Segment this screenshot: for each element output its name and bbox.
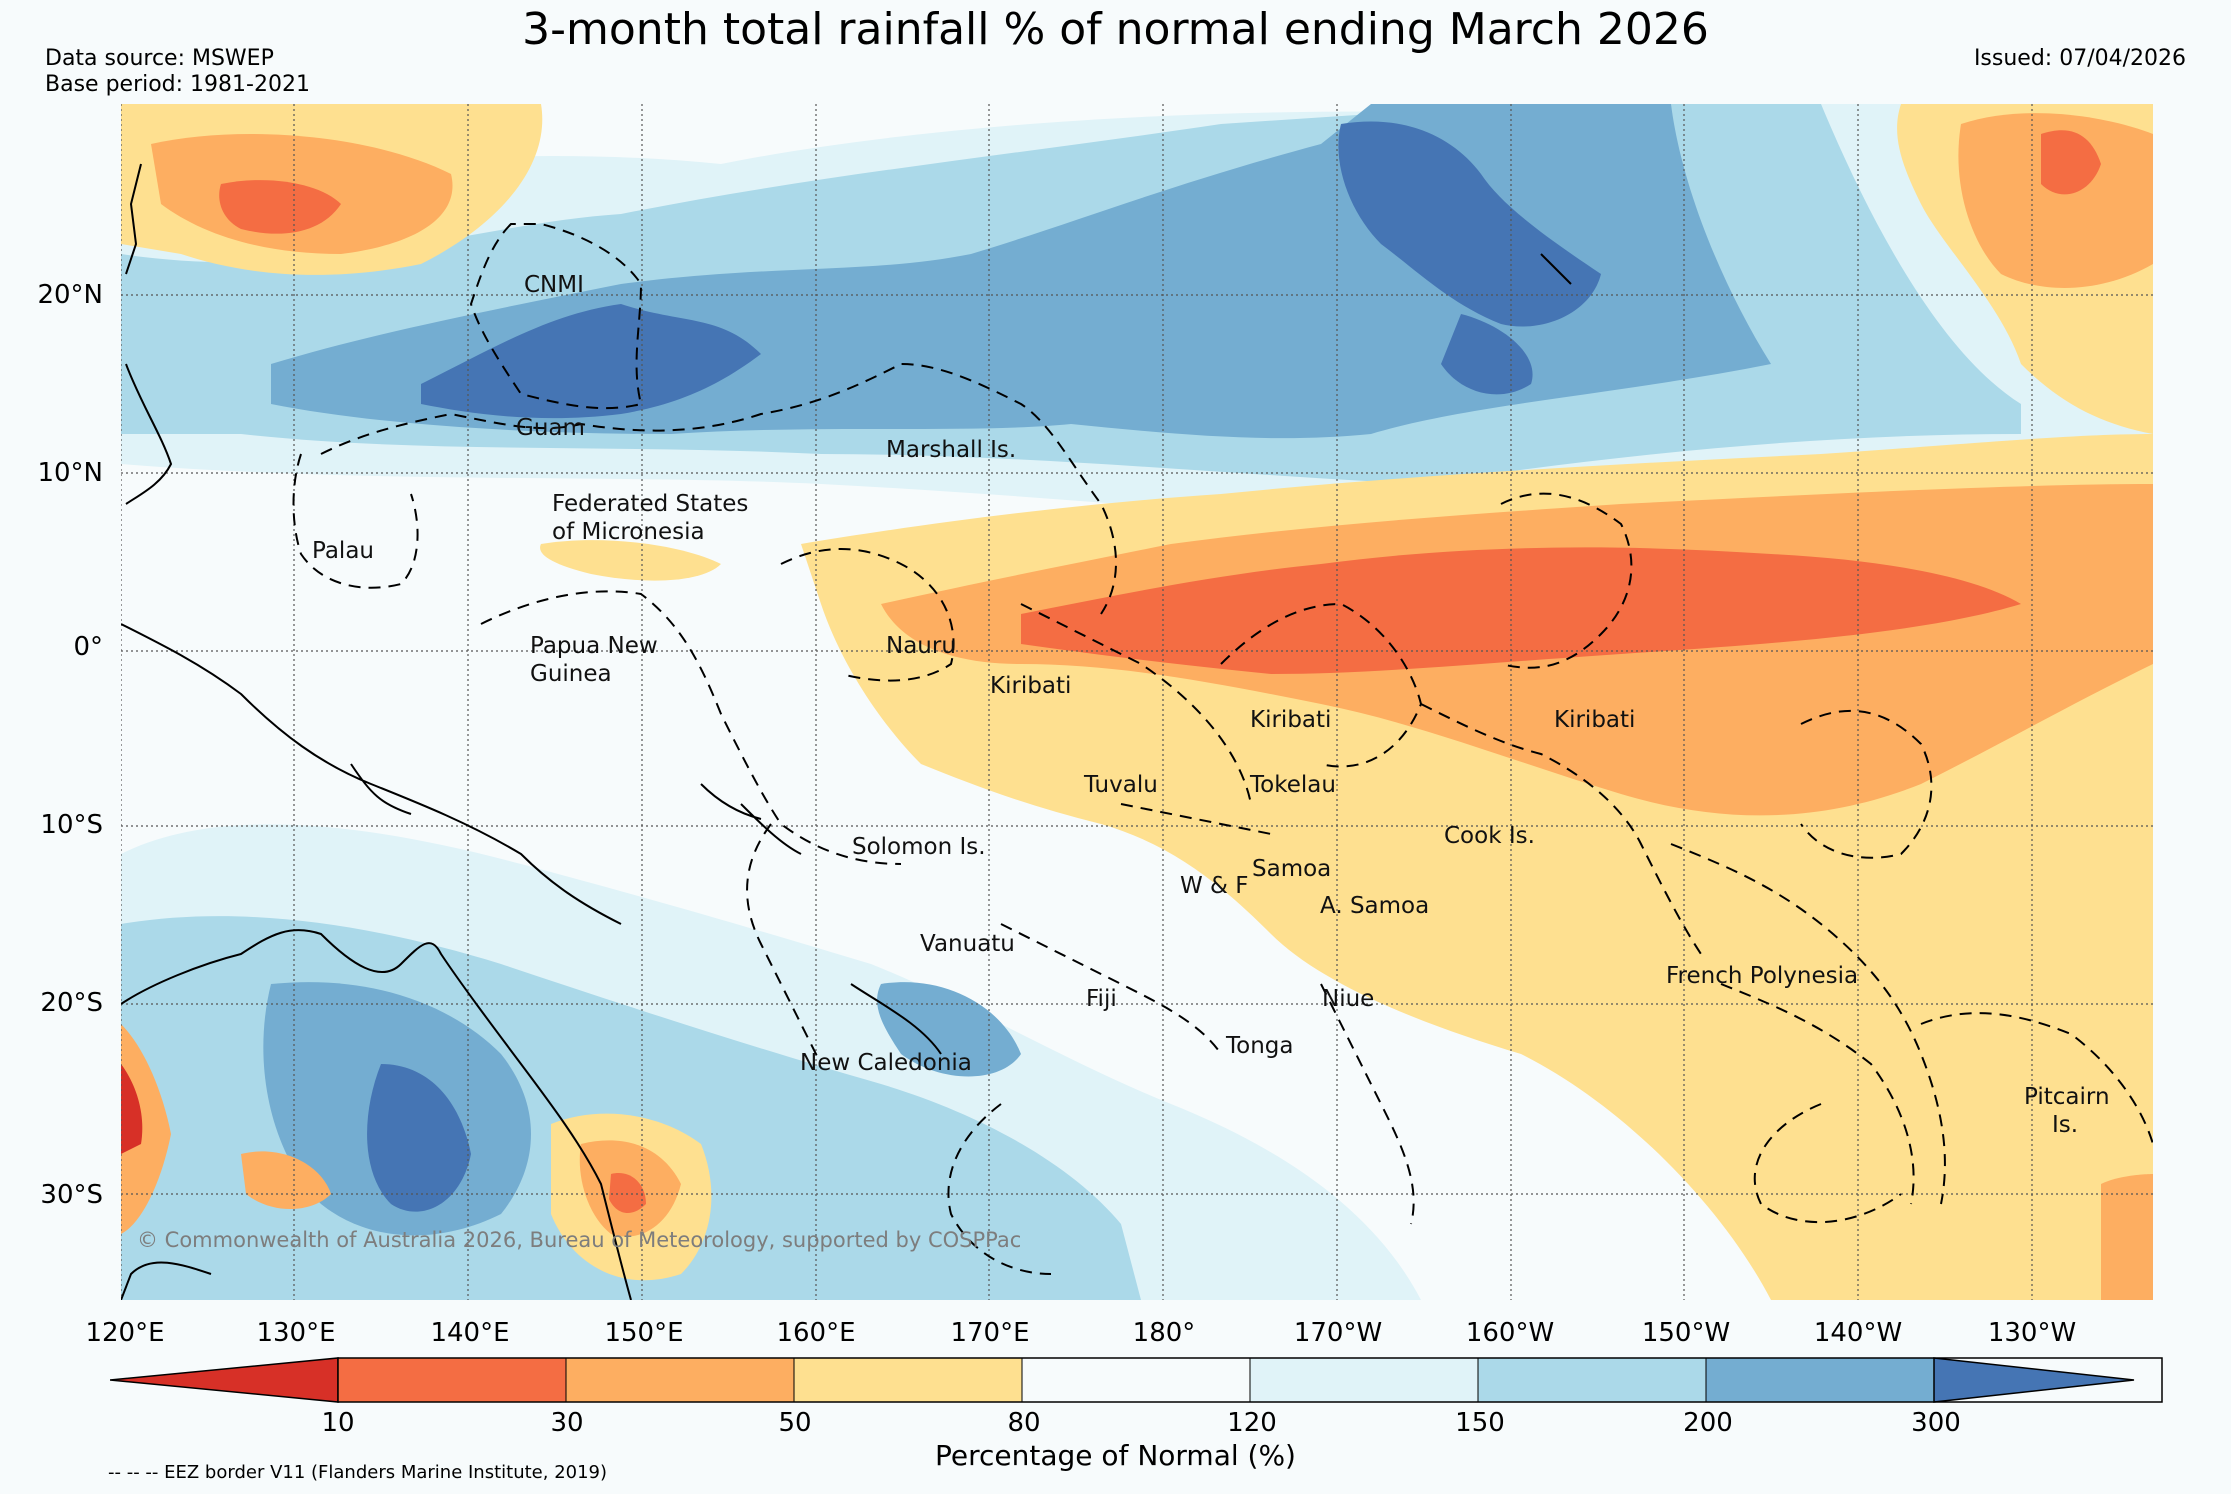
colorbar-tick-200: 200	[1683, 1408, 1733, 1438]
region-label-pitcairn-1: Pitcairn	[2024, 1084, 2110, 1110]
region-label-french-polynesia: French Polynesia	[1666, 963, 1859, 989]
colorbar-segment-6	[1477, 1357, 1707, 1403]
map-title: 3-month total rainfall % of normal endin…	[522, 4, 1709, 55]
colorbar-tick-120: 120	[1227, 1408, 1277, 1438]
rain-anomaly-nw-red	[219, 180, 341, 234]
colorbar-tick-150: 150	[1455, 1408, 1505, 1438]
region-label-asamoa: A. Samoa	[1320, 893, 1430, 919]
colorbar-tick-300: 300	[1911, 1408, 1961, 1438]
copyright-notice: © Commonwealth of Australia 2026, Bureau…	[137, 1228, 1022, 1252]
colorbar-tick-50: 50	[778, 1408, 812, 1438]
colorbar-segment-7	[1705, 1357, 1935, 1403]
lon-label-160w: 160°W	[1465, 1318, 1555, 1348]
region-label-new-caledonia: New Caledonia	[800, 1050, 972, 1076]
lat-label-10n: 10°N	[37, 458, 103, 488]
rain-anomaly-south-dark-blue	[367, 1064, 471, 1212]
region-label-vanuatu: Vanuatu	[920, 931, 1015, 957]
lat-label-20s: 20°S	[40, 988, 103, 1018]
region-label-kiribati-west: Kiribati	[990, 673, 1072, 699]
region-label-png-1: Papua New	[530, 633, 658, 659]
coastlines	[121, 163, 1572, 1300]
rain-anomaly-australia-south-orange	[241, 1151, 331, 1209]
rain-anomaly-north-dark-blue-core2	[1338, 121, 1601, 327]
colorbar-tick-30: 30	[550, 1408, 584, 1438]
rain-anomaly-north-dark-blue-core3	[1441, 314, 1533, 395]
lon-label-140e: 140°E	[430, 1318, 510, 1348]
source-info: Data source: MSWEP Base period: 1981-202…	[45, 46, 310, 98]
rainfall-map: © Commonwealth of Australia 2026, Bureau…	[121, 104, 2153, 1300]
colorbar-segment-5	[1249, 1357, 1479, 1403]
rain-anomaly-west-yellow-strip	[540, 540, 721, 581]
rain-anomaly-ne-red	[2041, 130, 2101, 195]
rain-anomaly-eq-red	[1021, 547, 2021, 674]
region-label-kiribati-east: Kiribati	[1554, 707, 1636, 733]
rain-anomaly-coral-sea-blue	[877, 982, 1021, 1077]
region-label-png-2: Guinea	[530, 661, 612, 687]
region-label-samoa: Samoa	[1252, 856, 1332, 882]
lon-label-130e: 130°E	[256, 1318, 336, 1348]
region-label-cook: Cook Is.	[1444, 823, 1535, 849]
region-label-wf: W & F	[1180, 873, 1249, 899]
eez-borders	[292, 223, 2153, 1275]
graticule	[121, 104, 2153, 1300]
region-label-fsm-1: Federated States	[552, 491, 749, 517]
region-label-guam: Guam	[516, 415, 585, 441]
colorbar-segment-3	[793, 1357, 1023, 1403]
lat-label-10s: 10°S	[40, 810, 103, 840]
colorbar-segment-2	[565, 1357, 795, 1403]
region-label-pitcairn-2: Is.	[2052, 1112, 2079, 1138]
colorbar	[110, 1357, 2163, 1403]
region-label-cnmi: CNMI	[524, 272, 584, 298]
lon-label-140w: 140°W	[1813, 1318, 1903, 1348]
base-period: Base period: 1981-2021	[45, 72, 310, 97]
colorbar-frame	[337, 1357, 2163, 1403]
lon-label-150w: 150°W	[1641, 1318, 1731, 1348]
colorbar-tick-80: 80	[1007, 1408, 1041, 1438]
region-label-marshall: Marshall Is.	[886, 437, 1017, 463]
eez-footnote: -- -- -- EEZ border V11 (Flanders Marine…	[108, 1462, 608, 1483]
region-label-kiribati-central: Kiribati	[1250, 707, 1332, 733]
rain-anomaly-se-orange	[2101, 1174, 2153, 1300]
region-label-solomon: Solomon Is.	[852, 834, 986, 860]
lat-label-20n: 20°N	[37, 280, 103, 310]
issue-info: Issued: 07/04/2026	[1974, 46, 2186, 72]
lon-label-120e: 120°E	[85, 1318, 165, 1348]
colorbar-tick-10: 10	[321, 1408, 355, 1438]
lon-label-170e: 170°E	[950, 1318, 1030, 1348]
lat-label-30s: 30°S	[40, 1180, 103, 1210]
issued-date: Issued: 07/04/2026	[1973, 46, 2186, 71]
lon-label-180: 180°	[1132, 1318, 1196, 1348]
colorbar-extend-low	[110, 1357, 339, 1403]
rain-anomaly-ne-orange	[1958, 113, 2153, 288]
region-label-fiji: Fiji	[1086, 986, 1117, 1012]
region-label-palau: Palau	[312, 538, 374, 564]
colorbar-segment-4	[1021, 1357, 1251, 1403]
lon-label-130w: 130°W	[1987, 1318, 2077, 1348]
lat-label-0: 0°	[73, 632, 103, 662]
region-label-tuvalu: Tuvalu	[1084, 772, 1158, 798]
rainfall-map-svg	[121, 104, 2153, 1300]
data-source: Data source: MSWEP	[45, 46, 274, 71]
colorbar-extend-high	[1933, 1357, 2135, 1403]
region-label-tokelau: Tokelau	[1250, 772, 1336, 798]
region-label-fsm-2: of Micronesia	[552, 519, 705, 545]
rain-anomaly-north-dark-blue-core1	[421, 304, 761, 419]
rain-anomaly-australia-west-red	[121, 1064, 143, 1154]
lon-label-150e: 150°E	[604, 1318, 684, 1348]
rain-anomaly-australia-west-orange	[121, 1024, 171, 1234]
region-label-nauru: Nauru	[886, 633, 956, 659]
rain-anomaly-australia-east-red	[609, 1173, 646, 1214]
region-label-niue: Niue	[1322, 986, 1375, 1012]
region-label-tonga: Tonga	[1226, 1033, 1294, 1059]
lon-label-170w: 170°W	[1293, 1318, 1383, 1348]
lon-label-160e: 160°E	[776, 1318, 856, 1348]
colorbar-segment-1	[337, 1357, 567, 1403]
colorbar-label: Percentage of Normal (%)	[935, 1439, 1296, 1472]
